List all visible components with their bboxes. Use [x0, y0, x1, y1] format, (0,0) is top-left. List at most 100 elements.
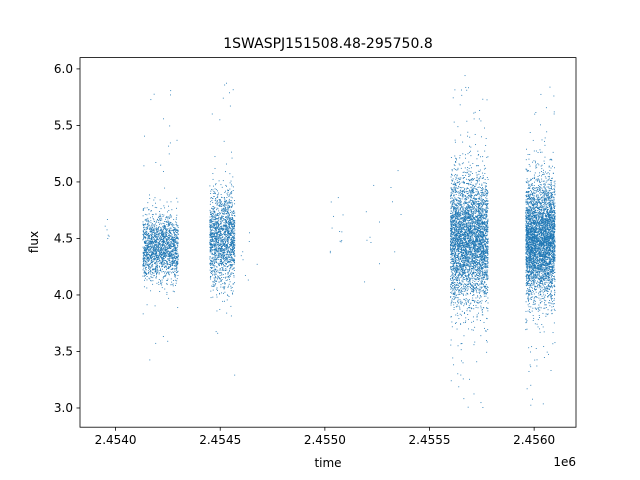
data-point [172, 238, 174, 240]
data-point [226, 244, 227, 245]
data-point [484, 220, 485, 222]
data-point [481, 280, 483, 282]
data-point [150, 236, 152, 238]
data-point [476, 278, 478, 280]
data-point [221, 247, 223, 249]
data-point [165, 274, 167, 276]
data-point [482, 223, 484, 225]
data-point [228, 196, 230, 198]
data-point [462, 211, 464, 213]
data-point [227, 295, 229, 296]
data-point [221, 238, 223, 240]
data-point [157, 243, 159, 245]
data-point [144, 232, 146, 234]
data-point [450, 224, 452, 226]
data-point [164, 251, 166, 253]
data-point [230, 272, 232, 274]
data-point [469, 218, 471, 220]
data-point [479, 244, 481, 246]
data-point [476, 239, 478, 241]
data-point [161, 252, 163, 254]
data-point [154, 269, 156, 270]
data-point [222, 267, 224, 269]
data-point [176, 280, 178, 282]
data-point [229, 246, 231, 247]
data-point [223, 270, 225, 271]
data-point [153, 272, 155, 274]
data-point [225, 207, 226, 209]
data-point [158, 247, 160, 249]
data-point [484, 240, 486, 242]
data-point [165, 226, 167, 228]
data-point [219, 224, 220, 226]
data-point [143, 232, 145, 234]
data-point [143, 236, 145, 238]
data-point [230, 223, 232, 224]
data-point [465, 248, 467, 250]
data-point [458, 260, 460, 262]
data-point [161, 214, 163, 216]
data-point [211, 232, 213, 234]
data-point [234, 222, 236, 224]
data-point [455, 189, 457, 191]
data-point [214, 222, 216, 224]
data-point [212, 273, 214, 275]
data-point [462, 267, 463, 269]
data-point [480, 286, 482, 288]
data-point [232, 292, 233, 294]
data-point [472, 199, 474, 201]
data-point [214, 241, 216, 243]
data-point [160, 253, 161, 255]
data-point [216, 237, 218, 239]
data-point [152, 254, 154, 256]
data-point [462, 288, 464, 290]
data-point [149, 240, 151, 242]
data-point [142, 221, 144, 223]
data-point [214, 199, 216, 201]
data-point [151, 239, 153, 241]
data-point [232, 226, 234, 228]
data-point [171, 230, 173, 232]
chart-title: 1SWASPJ151508.48-295750.8 [223, 36, 432, 52]
data-point [155, 236, 157, 238]
data-point [227, 207, 229, 209]
data-point [210, 227, 211, 229]
data-point [211, 113, 213, 115]
data-point [230, 202, 232, 203]
data-point [155, 277, 157, 279]
data-point [175, 239, 176, 241]
data-point [144, 271, 146, 273]
data-point [149, 257, 151, 259]
data-point [177, 263, 179, 264]
data-point [222, 228, 224, 230]
data-point [226, 163, 227, 165]
data-point [229, 217, 231, 218]
data-point [211, 273, 212, 274]
data-point [168, 263, 170, 265]
data-point [175, 229, 177, 231]
data-point [160, 239, 162, 241]
data-point [148, 254, 150, 256]
data-point [143, 231, 145, 233]
data-point [216, 229, 217, 231]
data-point [213, 232, 215, 234]
data-point [145, 272, 147, 274]
data-point [163, 241, 165, 243]
data-point [485, 285, 487, 287]
data-point [221, 208, 223, 210]
data-point [225, 260, 227, 262]
data-point [170, 243, 172, 244]
data-point [168, 230, 170, 232]
data-point [223, 205, 225, 207]
data-point [471, 192, 473, 194]
data-point [169, 215, 171, 217]
data-point [483, 248, 485, 250]
data-point [223, 210, 224, 212]
data-point [456, 238, 458, 240]
data-point [225, 246, 227, 248]
data-point [482, 224, 483, 226]
data-point [210, 226, 211, 228]
data-point [172, 267, 173, 269]
data-point [225, 249, 227, 251]
data-point [463, 263, 465, 264]
